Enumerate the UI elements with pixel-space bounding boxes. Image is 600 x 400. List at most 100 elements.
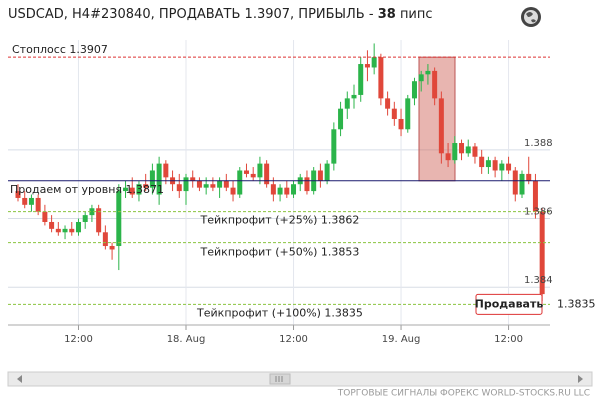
- candle-body: [344, 98, 350, 109]
- candle-body: [459, 143, 465, 154]
- candle-body: [183, 177, 189, 192]
- candle-body: [176, 184, 182, 192]
- candle-body: [109, 246, 115, 250]
- candle-body: [89, 208, 95, 216]
- candle-body: [123, 187, 129, 192]
- candle-body: [364, 64, 370, 68]
- candle-body: [391, 108, 397, 119]
- candle-body: [35, 197, 41, 212]
- candle-body: [284, 187, 290, 195]
- candle-body: [512, 170, 518, 195]
- candle-body: [438, 98, 444, 154]
- x-tick-label: 18. Aug: [167, 334, 206, 345]
- candle-body: [506, 163, 512, 171]
- candle-body: [116, 191, 122, 247]
- level-label: Тейкпрофит (+100%) 1.3835: [196, 306, 363, 319]
- candle-body: [432, 70, 438, 99]
- candle-body: [42, 211, 48, 222]
- candle-body: [22, 197, 28, 205]
- candle-body: [331, 129, 337, 164]
- candle-body: [49, 221, 55, 229]
- candle-body: [163, 163, 169, 178]
- candle-body: [338, 108, 344, 130]
- candle-body: [96, 208, 102, 233]
- candle-body: [492, 160, 498, 171]
- candle-body: [358, 64, 364, 95]
- current-price: 1.3835: [557, 297, 596, 310]
- candle-body: [257, 163, 263, 178]
- candle-body: [28, 197, 34, 205]
- candle-body: [102, 232, 108, 247]
- profit-pips: 38: [378, 7, 396, 22]
- candle-body: [223, 180, 229, 188]
- candle-body: [452, 143, 458, 161]
- level-label: Тейкпрофит (+25%) 1.3862: [200, 214, 360, 227]
- candle-body: [539, 211, 545, 295]
- candle-body: [230, 187, 236, 195]
- candle-body: [465, 146, 471, 154]
- button-box: [475, 293, 543, 315]
- candle-body: [129, 187, 135, 195]
- candle-body: [425, 70, 431, 75]
- candle-body: [143, 184, 149, 188]
- candle-body: [196, 180, 202, 188]
- candle-body: [324, 163, 330, 181]
- y-tick-label: 1.386: [524, 207, 553, 218]
- x-tick-label: 12:00: [279, 334, 308, 345]
- candle-body: [385, 98, 391, 109]
- y-tick-label: 1.388: [524, 138, 553, 149]
- title-text: USDCAD, H4#230840, ПРОДАВАТЬ 1.3907, ПРИ…: [8, 7, 374, 22]
- candle-body: [190, 177, 196, 181]
- candle-body: [405, 98, 411, 130]
- candle-body: [69, 228, 75, 233]
- candle-body: [203, 184, 209, 188]
- level-label: Стоплосс 1.3907: [12, 43, 108, 56]
- candle-body: [264, 163, 270, 185]
- candle-body: [485, 160, 491, 168]
- x-tick-label: 12:00: [494, 334, 523, 345]
- candle-body: [243, 170, 249, 174]
- candle-body: [418, 74, 424, 82]
- candle-body: [136, 184, 142, 195]
- profit-unit: пипс: [400, 7, 433, 22]
- candle-body: [499, 163, 505, 171]
- candle-body: [82, 215, 88, 222]
- globe-icon[interactable]: [521, 7, 541, 27]
- candle-body: [62, 228, 68, 233]
- candle-body: [398, 118, 404, 130]
- button-label: Продавать: [475, 297, 544, 310]
- x-tick-label: 12:00: [64, 334, 93, 345]
- candle-body: [217, 180, 223, 188]
- candle-body: [291, 184, 297, 195]
- candle-body: [156, 163, 162, 195]
- candle-body: [378, 57, 384, 99]
- candle-body: [55, 228, 61, 233]
- candle-body: [479, 156, 485, 168]
- candle-body: [445, 153, 451, 161]
- sell-button[interactable]: Продавать: [475, 293, 544, 315]
- x-tick-label: 19. Aug: [382, 334, 421, 345]
- candle-body: [149, 170, 155, 188]
- candle-body: [237, 170, 243, 195]
- candle-body: [472, 146, 478, 157]
- candle-body: [15, 191, 21, 198]
- candle-body: [304, 177, 310, 192]
- candle-body: [75, 221, 81, 233]
- candle-body: [270, 184, 276, 195]
- candle-body: [210, 184, 216, 188]
- candle-body: [519, 173, 525, 195]
- candle-body: [532, 180, 538, 212]
- scrollbar[interactable]: [7, 371, 593, 387]
- candle-body: [411, 81, 417, 99]
- candle-body: [351, 94, 357, 99]
- y-tick-label: 1.384: [524, 275, 553, 286]
- candle-body: [250, 173, 256, 178]
- level-label: Продаем от уровня 1.3871: [10, 183, 164, 196]
- candle-body: [277, 187, 283, 195]
- candle-body: [317, 170, 323, 181]
- level-label: Тейкпрофит (+50%) 1.3853: [200, 246, 360, 259]
- candle-body: [526, 173, 532, 181]
- chart-title: USDCAD, H4#230840, ПРОДАВАТЬ 1.3907, ПРИ…: [8, 7, 433, 22]
- candle-body: [371, 57, 377, 68]
